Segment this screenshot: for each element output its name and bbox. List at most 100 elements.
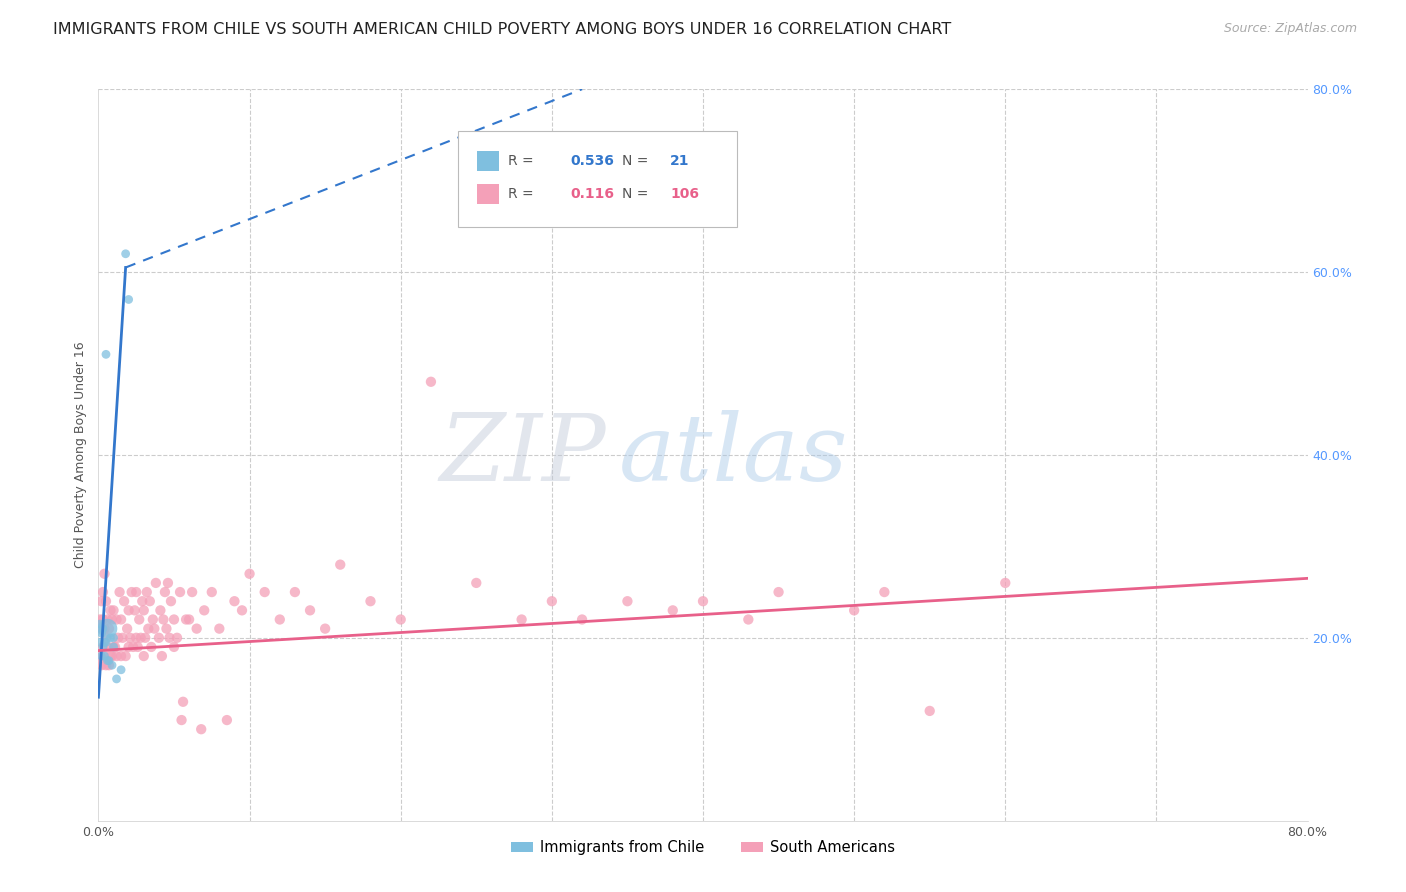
Point [103, 631, 125, 645]
Text: IMMIGRANTS FROM CHILE VS SOUTH AMERICAN CHILD POVERTY AMONG BOYS UNDER 16 CORREL: IMMIGRANTS FROM CHILE VS SOUTH AMERICAN … [53, 22, 952, 37]
Point [125, 585, 148, 599]
Point [120, 631, 142, 645]
Point [174, 613, 197, 627]
Point [93, 649, 115, 664]
Point [89, 635, 111, 649]
Point [111, 631, 134, 645]
Point [571, 613, 593, 627]
Point [737, 613, 759, 627]
Point [136, 622, 159, 636]
Point [90, 622, 112, 636]
Point [127, 640, 149, 654]
Point [166, 631, 188, 645]
Point [94, 658, 117, 673]
Point [231, 603, 253, 617]
Point [142, 613, 165, 627]
Point [692, 594, 714, 608]
Point [93, 566, 115, 581]
Point [163, 640, 186, 654]
Legend: Immigrants from Chile, South Americans: Immigrants from Chile, South Americans [505, 834, 901, 861]
Point [420, 375, 443, 389]
Point [169, 585, 191, 599]
Point [160, 594, 183, 608]
Point [103, 640, 125, 654]
Point [90, 649, 112, 664]
Point [661, 603, 683, 617]
Point [89, 617, 111, 632]
Point [96, 640, 118, 654]
Point [110, 649, 132, 664]
Point [131, 594, 153, 608]
Point [94, 635, 117, 649]
Point [121, 585, 143, 599]
Point [118, 603, 141, 617]
Point [101, 658, 124, 673]
Point [94, 594, 117, 608]
Point [90, 658, 112, 673]
Point [284, 585, 307, 599]
Point [139, 594, 162, 608]
Point [98, 658, 121, 673]
Point [91, 613, 114, 627]
Point [134, 631, 156, 645]
Point [149, 603, 172, 617]
Point [510, 613, 533, 627]
Y-axis label: Child Poverty Among Boys Under 16: Child Poverty Among Boys Under 16 [75, 342, 87, 568]
Point [105, 649, 128, 664]
Point [873, 585, 896, 599]
Point [918, 704, 941, 718]
Text: Source: ZipAtlas.com: Source: ZipAtlas.com [1223, 22, 1357, 36]
Point [101, 613, 124, 627]
Text: N =: N = [621, 154, 648, 168]
Point [96, 613, 118, 627]
Text: 21: 21 [671, 154, 690, 168]
FancyBboxPatch shape [457, 131, 737, 227]
Point [208, 622, 231, 636]
Point [193, 603, 215, 617]
Point [389, 613, 412, 627]
Text: R =: R = [509, 154, 534, 168]
Point [148, 631, 170, 645]
Point [145, 576, 167, 591]
Point [122, 640, 145, 654]
Point [91, 622, 114, 636]
Point [93, 622, 115, 636]
Point [170, 713, 193, 727]
Point [540, 594, 562, 608]
Text: R =: R = [509, 186, 534, 201]
Point [124, 603, 146, 617]
Point [125, 631, 148, 645]
Point [360, 594, 382, 608]
Point [181, 585, 204, 599]
Point [186, 622, 208, 636]
Point [107, 631, 129, 645]
Point [159, 631, 181, 645]
Point [128, 613, 150, 627]
Point [215, 713, 238, 727]
Point [155, 622, 177, 636]
Point [118, 293, 141, 307]
Point [129, 631, 152, 645]
Point [156, 576, 179, 591]
Point [114, 649, 136, 664]
Point [98, 622, 121, 636]
Text: 106: 106 [671, 186, 699, 201]
Point [105, 613, 128, 627]
Text: 0.116: 0.116 [569, 186, 614, 201]
Point [101, 649, 124, 664]
Point [179, 613, 201, 627]
Point [190, 723, 212, 737]
Point [143, 622, 166, 636]
Point [844, 603, 866, 617]
Point [108, 585, 131, 599]
Point [224, 594, 246, 608]
Point [91, 640, 114, 654]
Point [91, 585, 114, 599]
Point [172, 695, 194, 709]
Point [269, 613, 291, 627]
Point [96, 622, 118, 636]
Point [239, 566, 262, 581]
Point [98, 654, 121, 668]
Point [153, 585, 176, 599]
Point [616, 594, 638, 608]
